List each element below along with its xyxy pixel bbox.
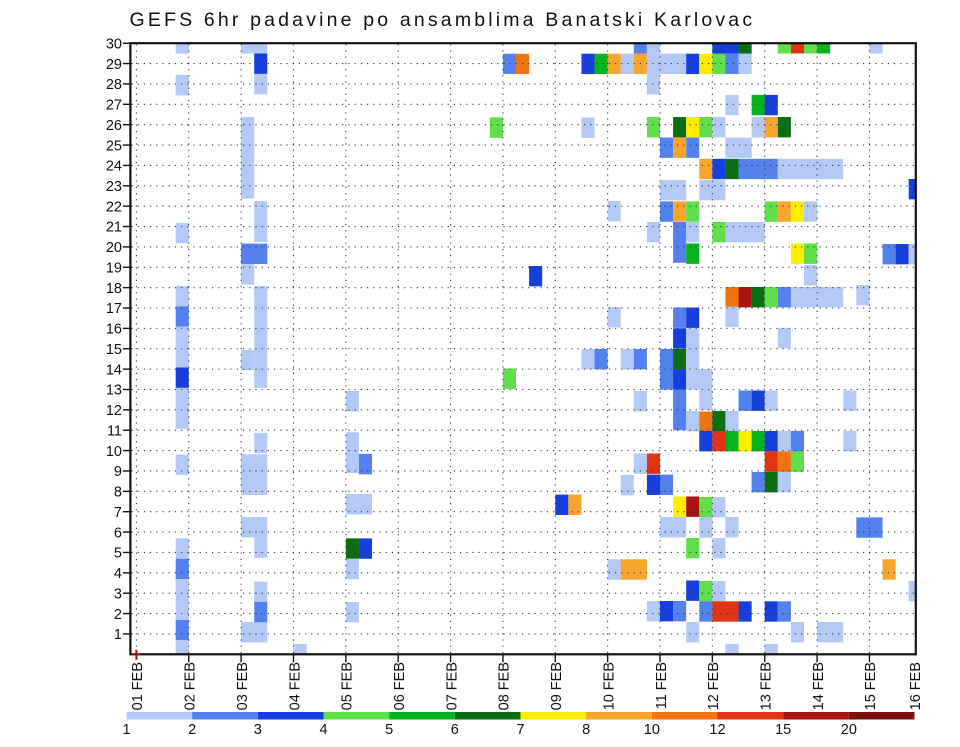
svg-text:19: 19 (106, 260, 122, 276)
svg-text:10: 10 (106, 444, 122, 460)
svg-text:12: 12 (709, 722, 725, 738)
svg-text:7: 7 (516, 722, 524, 738)
svg-text:17: 17 (106, 301, 122, 317)
svg-text:8: 8 (582, 722, 590, 738)
svg-text:6: 6 (451, 722, 459, 738)
svg-text:27: 27 (106, 98, 122, 114)
svg-text:10 FEB: 10 FEB (601, 662, 617, 710)
svg-text:18: 18 (106, 281, 122, 297)
svg-text:24: 24 (106, 159, 122, 175)
svg-text:02 FEB: 02 FEB (183, 662, 199, 710)
svg-text:1: 1 (114, 627, 122, 643)
svg-text:15 FEB: 15 FEB (863, 662, 879, 710)
svg-text:13: 13 (106, 383, 122, 399)
svg-text:21: 21 (106, 220, 122, 236)
svg-text:7: 7 (114, 505, 122, 521)
svg-text:GEFS 6hr padavine po ansamblim: GEFS 6hr padavine po ansamblima Banatski… (130, 9, 756, 31)
svg-text:25: 25 (106, 138, 122, 154)
svg-text:14: 14 (106, 362, 122, 378)
svg-text:2: 2 (114, 607, 122, 623)
svg-text:12: 12 (106, 403, 122, 419)
svg-text:5: 5 (114, 546, 122, 562)
svg-text:07 FEB: 07 FEB (444, 662, 460, 710)
svg-text:04 FEB: 04 FEB (287, 662, 303, 710)
svg-text:08 FEB: 08 FEB (497, 662, 513, 710)
svg-text:05 FEB: 05 FEB (340, 662, 356, 710)
svg-text:4: 4 (114, 566, 122, 582)
svg-text:16: 16 (106, 322, 122, 338)
svg-text:13 FEB: 13 FEB (759, 662, 775, 710)
svg-text:20: 20 (841, 722, 857, 738)
svg-text:23: 23 (106, 179, 122, 195)
svg-text:22: 22 (106, 199, 122, 215)
svg-text:14 FEB: 14 FEB (811, 662, 827, 710)
svg-text:09 FEB: 09 FEB (549, 662, 565, 710)
svg-text:15: 15 (775, 722, 791, 738)
svg-text:9: 9 (114, 464, 122, 480)
svg-text:12 FEB: 12 FEB (706, 662, 722, 710)
svg-text:16 FEB: 16 FEB (908, 662, 924, 710)
svg-text:6: 6 (114, 525, 122, 541)
svg-text:3: 3 (114, 586, 122, 602)
svg-text:3: 3 (254, 722, 262, 738)
svg-text:10: 10 (644, 722, 660, 738)
svg-text:28: 28 (106, 77, 122, 93)
svg-text:26: 26 (106, 118, 122, 134)
svg-text:5: 5 (385, 722, 393, 738)
svg-text:4: 4 (319, 722, 327, 738)
svg-text:8: 8 (114, 485, 122, 501)
svg-text:30: 30 (106, 36, 122, 52)
svg-text:06 FEB: 06 FEB (392, 662, 408, 710)
svg-text:2: 2 (188, 722, 196, 738)
svg-text:01 FEB: 01 FEB (130, 662, 146, 710)
svg-text:03 FEB: 03 FEB (235, 662, 251, 710)
svg-text:11: 11 (107, 423, 122, 439)
svg-text:11 FEB: 11 FEB (654, 662, 670, 709)
svg-text:20: 20 (106, 240, 122, 256)
svg-text:1: 1 (122, 722, 130, 738)
svg-text:29: 29 (106, 57, 122, 73)
svg-text:15: 15 (106, 342, 122, 358)
